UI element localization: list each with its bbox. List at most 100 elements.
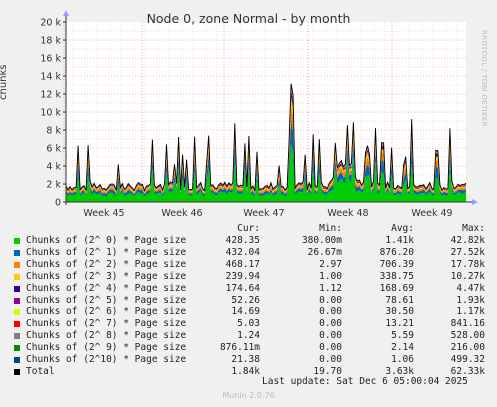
legend-value-min: 0.00 (319, 294, 342, 306)
legend-series-name: Chunks of (2^ 6) * Page size (26, 306, 187, 318)
legend-swatch (14, 309, 20, 316)
y-tick-label: 0 (55, 198, 61, 209)
stacked-areas (66, 83, 466, 202)
legend-value-cur: 428.35 (225, 235, 260, 246)
y-axis-label: chunks (0, 64, 9, 100)
legend-value-min: 0.00 (319, 330, 342, 342)
legend-value-max: 4.47k (456, 282, 485, 294)
x-tick-label: Week 46 (161, 208, 202, 219)
x-tick-label: Week 48 (327, 208, 368, 219)
legend-swatch (14, 273, 20, 280)
legend-value-avg: 2.14 (391, 342, 414, 354)
legend-value-min: 0.00 (319, 354, 342, 365)
legend-value-min: 380.00m (301, 235, 342, 246)
legend-header-cur: Cur: (237, 223, 260, 234)
legend-value-cur: 239.94 (225, 270, 260, 282)
legend-value-cur: 432.04 (225, 246, 260, 258)
legend-swatch (14, 345, 20, 352)
legend-swatch (14, 321, 20, 328)
legend-value-avg: 706.39 (379, 258, 414, 270)
legend-value-max: 1.17k (456, 306, 485, 318)
series-area (66, 118, 466, 197)
legend-value-min: 19.70 (313, 365, 342, 377)
y-tick-label: 20 k (40, 18, 61, 29)
legend-value-cur: 1.84k (231, 365, 260, 377)
axes: 0 2 k 4 k 6 k 8 k 10 k 12 k 14 k 16 k 18 k 20 k Wee… (40, 10, 478, 219)
total-line (65, 83, 467, 192)
legend-value-avg: 3.63k (385, 365, 414, 377)
legend-value-min: 0.00 (319, 318, 342, 330)
total-line-group (65, 83, 467, 192)
legend-value-min: 26.67m (307, 246, 342, 258)
y-tick-label: 4 k (46, 162, 61, 173)
legend-swatch (14, 357, 20, 363)
legend-value-max: 42.82k (450, 235, 485, 246)
legend-series-name: Chunks of (2^ 2) * Page size (26, 258, 187, 270)
legend-swatch (14, 261, 20, 268)
legend-value-min: 2.97 (319, 258, 342, 270)
legend-value-cur: 876.11m (219, 342, 260, 354)
legend-value-min: 0.00 (319, 342, 342, 354)
legend-value-avg: 876.20 (379, 246, 414, 258)
legend-value-avg: 168.69 (379, 282, 414, 294)
legend-value-max: 10.27k (450, 270, 485, 282)
legend-swatch (14, 285, 20, 292)
legend-value-min: 1.12 (319, 282, 342, 294)
legend-series-name: Chunks of (2^ 4) * Page size (26, 282, 187, 294)
legend-value-cur: 1.24 (237, 330, 260, 342)
legend-value-max: 216.00 (450, 342, 485, 354)
y-tick-label: 8 k (46, 126, 61, 137)
y-tick-label: 18 k (40, 36, 61, 47)
legend-value-avg: 5.59 (391, 330, 414, 342)
legend-value-cur: 14.69 (231, 306, 260, 318)
legend-value-avg: 78.61 (385, 294, 414, 306)
legend-value-avg: 1.41k (385, 235, 414, 246)
legend-series-name: Chunks of (2^ 8) * Page size (26, 330, 187, 342)
legend-swatch (14, 368, 20, 375)
legend-series-name: Chunks of (2^ 7) * Page size (26, 318, 187, 330)
legend-value-max: 62.33k (450, 365, 485, 377)
legend-swatch (14, 333, 20, 340)
legend-header-max: Max: (462, 223, 485, 234)
y-tick-label: 6 k (46, 144, 61, 155)
legend-swatch (14, 238, 20, 244)
chart-title: Node 0, zone Normal - by month (146, 11, 351, 26)
legend-series-name: Chunks of (2^ 0) * Page size (26, 235, 187, 246)
y-tick-label: 14 k (40, 72, 61, 83)
grid (63, 22, 466, 202)
legend-value-avg: 13.21 (385, 318, 414, 330)
rrdtool-credit: RRDTOOL / TOBI OETIKER (480, 30, 488, 127)
legend-value-cur: 52.26 (231, 294, 260, 306)
legend-value-max: 528.00 (450, 330, 485, 342)
version-label: Munin 2.0.76 (222, 391, 275, 400)
legend-value-avg: 30.50 (385, 306, 414, 318)
legend-value-cur: 21.38 (231, 354, 260, 365)
y-tick-label: 12 k (40, 90, 61, 101)
legend-value-max: 1.93k (456, 294, 485, 306)
last-update: Last update: Sat Dec 6 05:00:04 2025 (262, 376, 468, 387)
x-tick-label: Week 45 (83, 208, 124, 219)
x-tick-label: Week 47 (243, 208, 284, 219)
legend-swatch (14, 297, 20, 304)
legend-series-name: Total (26, 365, 55, 377)
legend-series-name: Chunks of (2^10) * Page size (26, 354, 187, 365)
legend-swatch (14, 249, 20, 256)
y-tick-label: 10 k (40, 108, 61, 119)
x-axis-arrow (472, 199, 478, 205)
legend-series-name: Chunks of (2^ 9) * Page size (26, 342, 187, 354)
legend-value-max: 499.32 (450, 354, 485, 365)
y-tick-label: 16 k (40, 54, 61, 65)
legend-value-max: 841.16 (450, 318, 485, 330)
legend-value-max: 27.52k (450, 246, 485, 258)
legend-value-max: 17.78k (450, 258, 485, 270)
series-area (66, 142, 466, 202)
legend-header-avg: Avg: (391, 223, 414, 234)
x-tick-label: Week 49 (411, 208, 452, 219)
legend-series-name: Chunks of (2^ 1) * Page size (26, 246, 187, 258)
legend-series-name: Chunks of (2^ 5) * Page size (26, 294, 187, 306)
legend-value-cur: 5.03 (237, 318, 260, 330)
legend-value-avg: 1.06 (391, 354, 414, 365)
legend-value-cur: 468.17 (225, 258, 260, 270)
legend-value-min: 0.00 (319, 306, 342, 318)
y-axis-arrow (63, 10, 69, 16)
